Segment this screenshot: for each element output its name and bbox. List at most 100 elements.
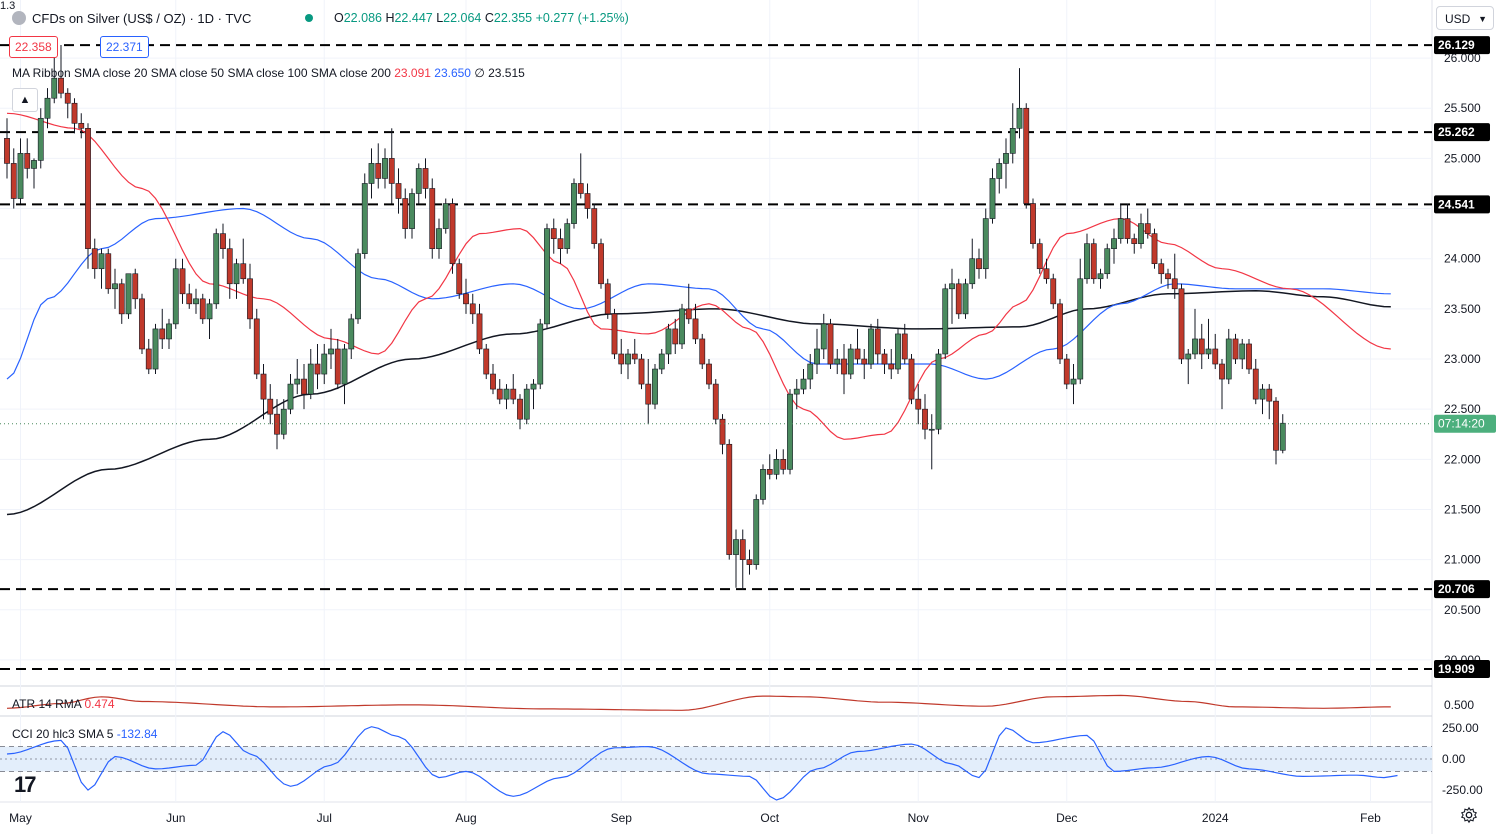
close-label: C <box>484 11 494 25</box>
candle <box>618 353 625 365</box>
price-tick-label: 24.000 <box>1444 252 1481 266</box>
level-price-tag <box>1434 660 1490 679</box>
candle <box>247 278 253 320</box>
candle <box>915 398 922 410</box>
symbol-title[interactable]: CFDs on Silver (US$ / OZ) · 1D · TVC <box>32 11 252 26</box>
candle <box>874 328 881 355</box>
candle <box>1246 343 1252 370</box>
candle <box>1266 388 1273 402</box>
candle <box>780 459 787 470</box>
candle <box>685 308 692 320</box>
candle <box>442 203 449 229</box>
high-value: 22.447 <box>394 11 433 25</box>
candle <box>24 153 31 169</box>
buy-price-button[interactable]: 22.371 <box>100 36 149 58</box>
high-label: H <box>385 11 395 25</box>
candle <box>429 188 436 249</box>
level-price-label: 26.129 <box>1438 38 1475 52</box>
ohlc-readout: O22.086 H22.447 L22.064 C22.355 +0.277 (… <box>334 11 629 25</box>
candle <box>922 408 928 430</box>
candle <box>422 168 429 189</box>
candle <box>928 428 935 431</box>
level-price-tag <box>1434 195 1490 214</box>
candle <box>78 122 85 129</box>
candle <box>719 418 726 445</box>
candle <box>355 253 361 320</box>
ma-off-symbol: ∅ <box>474 66 485 80</box>
candle <box>645 383 652 405</box>
candle <box>814 348 820 365</box>
price-tick-label: 23.500 <box>1444 302 1481 316</box>
candle <box>1239 343 1246 360</box>
candle <box>969 258 976 285</box>
candle <box>510 388 517 400</box>
candle <box>64 92 71 104</box>
cci-axis-label: 0.00 <box>1442 752 1466 766</box>
candle <box>44 97 51 119</box>
sma20-value: 23.091 <box>394 66 431 80</box>
currency-value: USD <box>1445 12 1471 26</box>
candle <box>611 313 618 355</box>
candle <box>503 388 510 400</box>
candle <box>31 160 37 169</box>
candle <box>753 499 760 565</box>
candle <box>85 128 91 249</box>
candle <box>166 323 172 340</box>
sell-price-button[interactable]: 22.358 <box>9 36 58 58</box>
candle <box>962 283 969 315</box>
cci-legend[interactable]: CCI 20 hlc3 SMA 5 -132.84 <box>12 727 157 741</box>
countdown-label: 07:14:20 <box>1438 417 1485 431</box>
gear-icon[interactable] <box>1460 806 1478 824</box>
candle <box>1273 400 1279 451</box>
candle <box>1070 378 1077 385</box>
atr-legend[interactable]: ATR 14 RMA 0.474 <box>12 697 115 711</box>
candle <box>17 153 24 199</box>
candle <box>517 398 523 420</box>
candle <box>1165 273 1171 280</box>
candles-group <box>4 45 1286 590</box>
candle <box>1090 243 1097 280</box>
candle <box>1138 223 1144 244</box>
candle <box>294 378 301 385</box>
level-price-label: 25.262 <box>1438 125 1475 139</box>
candle <box>1144 223 1151 234</box>
candle <box>672 328 679 345</box>
collapse-legend-button[interactable]: ▲ <box>12 88 38 112</box>
candle <box>1185 353 1192 360</box>
candle <box>199 298 206 320</box>
ma-ribbon-legend[interactable]: MA Ribbon SMA close 20 SMA close 50 SMA … <box>12 66 525 80</box>
candle <box>631 353 638 360</box>
candle <box>658 353 665 370</box>
price-tick-label: 22.500 <box>1444 402 1481 416</box>
level-price-label: 24.541 <box>1438 197 1475 211</box>
candle <box>1111 238 1117 249</box>
currency-selector[interactable]: USD ▼ <box>1436 6 1494 30</box>
candle <box>172 268 179 325</box>
tradingview-logo[interactable]: 17 <box>14 772 37 797</box>
candle <box>942 288 949 355</box>
candle <box>1178 288 1185 360</box>
price-tick-label: 23.000 <box>1444 352 1481 366</box>
candle <box>71 102 78 124</box>
candle <box>820 323 827 350</box>
candle <box>1131 238 1138 244</box>
spread-value: 1.3 <box>0 0 16 12</box>
candle <box>706 363 712 385</box>
sma20-line <box>6 112 1391 440</box>
atr-label: ATR 14 RMA <box>12 697 82 711</box>
atr-value: 0.474 <box>84 697 115 711</box>
price-tick-label: 20.500 <box>1444 603 1481 617</box>
price-tick-label: 25.000 <box>1444 151 1481 165</box>
candle <box>1124 218 1131 239</box>
candle <box>564 223 571 249</box>
candle <box>415 168 422 194</box>
candle <box>598 243 604 285</box>
candle <box>1023 107 1030 204</box>
candle <box>307 363 314 395</box>
candle <box>125 273 132 315</box>
candle <box>328 348 334 355</box>
candle <box>112 283 118 290</box>
price-tick-label: 21.500 <box>1444 502 1481 516</box>
candle <box>193 298 199 305</box>
